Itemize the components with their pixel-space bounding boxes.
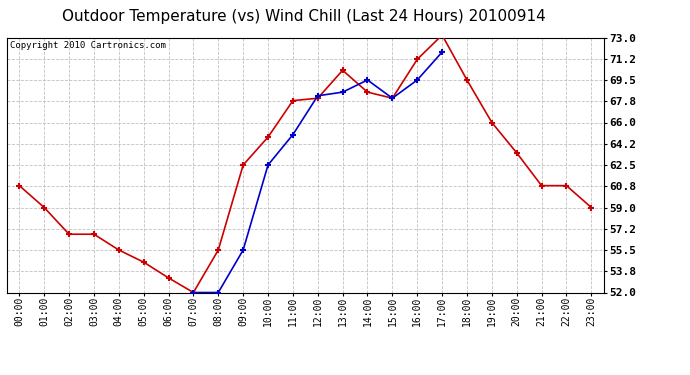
Text: Outdoor Temperature (vs) Wind Chill (Last 24 Hours) 20100914: Outdoor Temperature (vs) Wind Chill (Las… bbox=[61, 9, 546, 24]
Text: Copyright 2010 Cartronics.com: Copyright 2010 Cartronics.com bbox=[10, 41, 166, 50]
